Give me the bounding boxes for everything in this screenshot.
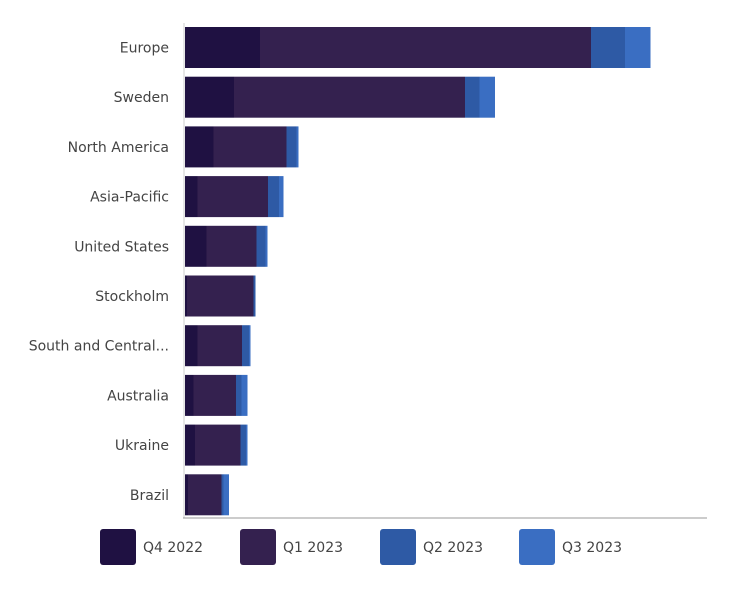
bar-ukraine-q3-2023[interactable]: [246, 424, 248, 466]
bar-sweden-q4-2022[interactable]: [185, 76, 234, 118]
legend-label-q4-2022: Q4 2022: [143, 540, 203, 556]
legend-label-q1-2023: Q1 2023: [283, 540, 343, 556]
bar-brazil-q3-2023[interactable]: [223, 474, 230, 516]
bar-stockholm-q2-2023[interactable]: [253, 275, 256, 317]
bar-asia-pacific-q4-2022[interactable]: [185, 176, 198, 218]
category-label-sweden: Sweden: [114, 90, 169, 106]
bar-north-america-q1-2023[interactable]: [213, 126, 287, 168]
bar-asia-pacific-q3-2023[interactable]: [279, 176, 284, 218]
category-label-brazil: Brazil: [130, 488, 169, 504]
bars-layer: [183, 23, 651, 518]
legend-label-q2-2023: Q2 2023: [423, 540, 483, 556]
bar-north-america-q4-2022[interactable]: [185, 126, 214, 168]
bar-south-and-central-q3-2023[interactable]: [249, 325, 251, 367]
bar-north-america-q2-2023[interactable]: [286, 126, 297, 168]
bar-sweden-q2-2023[interactable]: [465, 76, 480, 118]
category-label-ukraine: Ukraine: [115, 438, 169, 454]
bar-australia-q3-2023[interactable]: [241, 374, 248, 416]
bar-united-states-q1-2023[interactable]: [206, 225, 257, 267]
bar-south-and-central-q2-2023[interactable]: [242, 325, 249, 367]
bar-sweden-q1-2023[interactable]: [234, 76, 465, 118]
legend: Q4 2022 Q1 2023 Q2 2023 Q3 2023: [100, 529, 622, 565]
category-label-stockholm: Stockholm: [95, 289, 169, 305]
bar-brazil-q1-2023[interactable]: [188, 474, 222, 516]
bar-ukraine-q4-2022[interactable]: [185, 424, 195, 466]
bar-south-and-central-q1-2023[interactable]: [197, 325, 243, 367]
bar-asia-pacific-q1-2023[interactable]: [197, 176, 269, 218]
bar-europe-q2-2023[interactable]: [591, 27, 625, 68]
bar-australia-q1-2023[interactable]: [193, 374, 237, 416]
bar-europe-q4-2022[interactable]: [185, 27, 260, 68]
bar-europe-q3-2023[interactable]: [625, 27, 651, 68]
category-label-north-america: North America: [68, 140, 169, 156]
bar-australia-q2-2023[interactable]: [236, 374, 242, 416]
category-label-europe: Europe: [120, 41, 169, 57]
bar-ukraine-q1-2023[interactable]: [195, 424, 241, 466]
bar-australia-q4-2022[interactable]: [185, 374, 194, 416]
category-label-asia-pacific: Asia-Pacific: [90, 190, 169, 206]
legend-swatch-q2-2023[interactable]: [380, 529, 416, 565]
bar-united-states-q4-2022[interactable]: [185, 225, 207, 267]
bar-north-america-q3-2023[interactable]: [296, 126, 299, 168]
category-label-south-and-central: South and Central...: [29, 339, 169, 355]
legend-swatch-q4-2022[interactable]: [100, 529, 136, 565]
legend-swatch-q3-2023[interactable]: [519, 529, 555, 565]
category-labels: Europe Sweden North America Asia-Pacific Uni…: [29, 41, 169, 504]
bar-asia-pacific-q2-2023[interactable]: [268, 176, 279, 218]
bar-stockholm-q4-2022[interactable]: [185, 275, 187, 317]
category-label-australia: Australia: [107, 388, 169, 404]
bar-brazil-q4-2022[interactable]: [185, 474, 188, 516]
bar-united-states-q3-2023[interactable]: [265, 225, 268, 267]
legend-label-q3-2023: Q3 2023: [562, 540, 622, 556]
bar-south-and-central-q4-2022[interactable]: [185, 325, 198, 367]
bar-ukraine-q2-2023[interactable]: [240, 424, 247, 466]
category-label-united-states: United States: [74, 239, 169, 255]
bar-sweden-q3-2023[interactable]: [479, 76, 496, 118]
bar-united-states-q2-2023[interactable]: [256, 225, 266, 267]
legend-swatch-q1-2023[interactable]: [240, 529, 276, 565]
bar-europe-q1-2023[interactable]: [260, 27, 591, 68]
bar-brazil-q2-2023[interactable]: [221, 474, 224, 516]
bar-stockholm-q1-2023[interactable]: [187, 275, 254, 317]
